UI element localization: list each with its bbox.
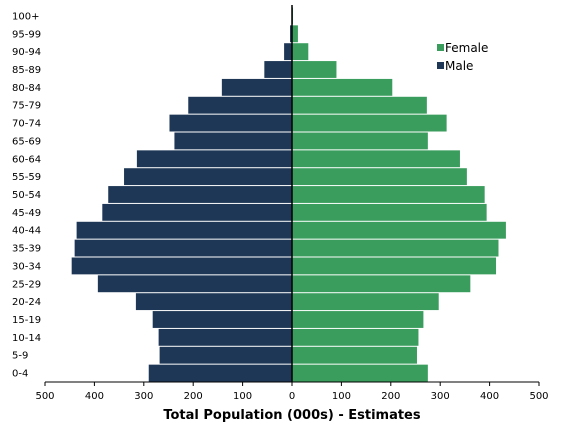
bar-female-50-54 [292, 186, 485, 203]
bar-female-65-69 [292, 132, 428, 150]
legend-swatch-male [437, 62, 444, 69]
age-label-85-89: 85-89 [12, 65, 41, 76]
age-label-40-44: 40-44 [12, 226, 41, 237]
bar-female-85-89 [292, 61, 337, 78]
x-tick-label: 500 [529, 391, 548, 402]
bar-male-20-24 [135, 293, 292, 311]
age-label-60-64: 60-64 [12, 154, 41, 165]
bar-male-70-74 [169, 114, 292, 132]
bar-male-80-84 [221, 78, 292, 96]
age-label-35-39: 35-39 [12, 244, 41, 255]
x-tick-label: 400 [85, 391, 104, 402]
bar-male-25-29 [97, 275, 292, 293]
x-tick-label: 200 [381, 391, 400, 402]
x-tick-label: 300 [134, 391, 153, 402]
age-label-10-14: 10-14 [12, 333, 41, 344]
bar-female-30-34 [292, 257, 497, 275]
age-label-25-29: 25-29 [12, 279, 41, 290]
bar-female-15-19 [292, 311, 424, 328]
age-label-65-69: 65-69 [12, 136, 41, 147]
age-label-70-74: 70-74 [12, 119, 41, 130]
age-label-95-99: 95-99 [12, 29, 41, 40]
age-label-0-4: 0-4 [12, 369, 28, 380]
bar-female-60-64 [292, 150, 460, 168]
bar-male-95-99 [290, 25, 292, 43]
bar-male-75-79 [188, 96, 292, 114]
x-tick-label: 400 [480, 391, 499, 402]
bar-female-80-84 [292, 78, 393, 96]
x-tick-label: 100 [332, 391, 351, 402]
bar-male-65-69 [174, 132, 292, 150]
x-axis-title: Total Population (000s) - Estimates [163, 408, 421, 423]
bar-female-5-9 [292, 346, 417, 364]
age-label-55-59: 55-59 [12, 172, 41, 183]
x-tick-label: 200 [184, 391, 203, 402]
bar-male-85-89 [264, 61, 292, 78]
bar-male-40-44 [76, 221, 292, 239]
bar-female-10-14 [292, 328, 419, 346]
bar-female-75-79 [292, 96, 427, 114]
age-group-labels: 0-4 5-9 10-14 15-19 20-24 25-29 30-34 35-39 40-4… [12, 11, 41, 379]
bar-female-40-44 [292, 221, 506, 239]
bar-female-70-74 [292, 114, 447, 132]
bar-male-45-49 [102, 203, 292, 221]
age-label-50-54: 50-54 [12, 190, 41, 201]
bar-female-0-4 [292, 364, 428, 382]
legend-label-female: Female [445, 41, 488, 55]
bar-male-35-39 [74, 239, 292, 257]
bar-female-25-29 [292, 275, 471, 293]
bar-male-50-54 [108, 186, 293, 203]
bar-female-95-99 [292, 25, 298, 43]
bar-female-90-94 [292, 43, 309, 61]
bar-male-90-94 [284, 43, 292, 61]
legend-swatch-female [437, 44, 444, 51]
bar-male-0-4 [148, 364, 292, 382]
bars-group [71, 7, 506, 382]
x-tick-label: 0 [289, 391, 295, 402]
bar-female-45-49 [292, 203, 487, 221]
bar-male-60-64 [136, 150, 292, 168]
bar-male-5-9 [159, 346, 292, 364]
legend-label-male: Male [445, 59, 473, 73]
age-label-45-49: 45-49 [12, 208, 41, 219]
age-label-20-24: 20-24 [12, 297, 41, 308]
age-label-5-9: 5-9 [12, 351, 28, 362]
age-label-15-19: 15-19 [12, 315, 41, 326]
bar-male-15-19 [152, 311, 292, 328]
age-label-80-84: 80-84 [12, 83, 41, 94]
x-axis-ticks: 500 400 300 200 100 0 100 200 300 400 500 [35, 382, 549, 402]
bar-female-55-59 [292, 168, 467, 186]
x-tick-label: 300 [431, 391, 450, 402]
x-tick-label: 100 [233, 391, 252, 402]
x-tick-label: 500 [35, 391, 54, 402]
bar-female-20-24 [292, 293, 439, 311]
age-label-90-94: 90-94 [12, 47, 41, 58]
age-label-30-34: 30-34 [12, 261, 41, 272]
bar-male-10-14 [158, 328, 292, 346]
bar-male-30-34 [71, 257, 293, 275]
bar-male-55-59 [124, 168, 292, 186]
age-label-75-79: 75-79 [12, 101, 41, 112]
bar-female-35-39 [292, 239, 499, 257]
age-label-100+: 100+ [12, 11, 39, 22]
legend: Female Male [437, 41, 488, 73]
